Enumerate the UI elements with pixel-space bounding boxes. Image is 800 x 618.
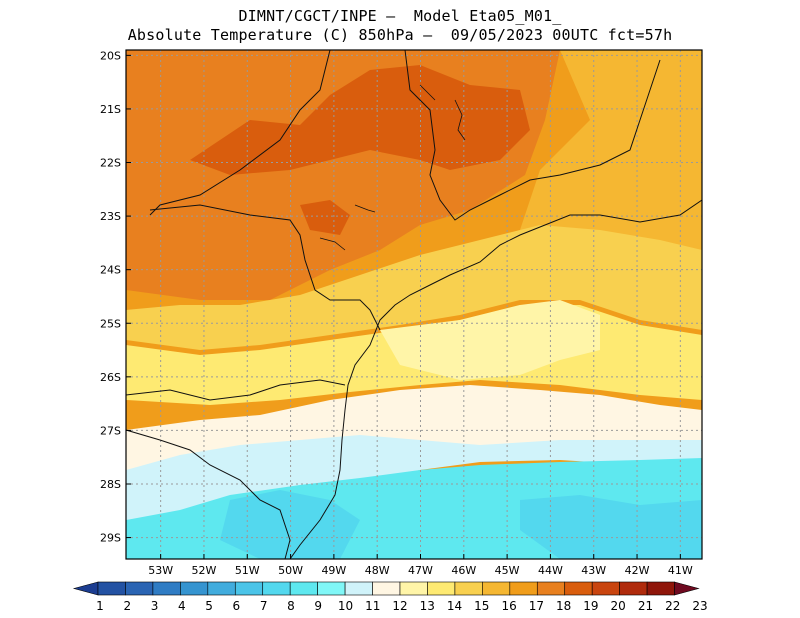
colorbar-label: 2	[123, 599, 131, 613]
colorbar-swatch	[619, 581, 648, 596]
lon-label: 47W	[408, 564, 433, 577]
colorbar-swatch	[591, 581, 620, 596]
colorbar-label: 23	[692, 599, 707, 613]
lon-label: 43W	[581, 564, 606, 577]
map-title-line-2: Absolute Temperature (C) 850hPa – 09/05/…	[127, 26, 673, 44]
reservoir-icon	[419, 84, 436, 101]
state-border-mg	[404, 50, 661, 221]
colorbar	[72, 581, 700, 596]
band-18-19	[190, 65, 530, 175]
colorbar-label: 1	[96, 599, 104, 613]
band-8-9	[220, 490, 360, 559]
colorbar-swatch	[262, 581, 291, 596]
state-border-rs	[126, 429, 291, 559]
lat-label: 23S	[100, 210, 121, 223]
colorbar-swatch	[564, 581, 593, 596]
state-border-pr	[149, 204, 381, 331]
lat-label: 26S	[100, 371, 121, 384]
colorbar-labels: 1 2 3 4 5 6 7 8 9 10 11 12 13 14 15 16 17 18 19 20 21 22 23	[96, 599, 707, 613]
colorbar-swatch	[646, 581, 675, 596]
colorbar-label: 14	[447, 599, 462, 613]
colorbar-label: 3	[151, 599, 159, 613]
colorbar-swatch	[125, 581, 154, 596]
lon-label: 53W	[148, 564, 173, 577]
colorbar-swatch	[207, 581, 236, 596]
lat-label: 28S	[100, 478, 121, 491]
lat-label: 25S	[100, 317, 121, 330]
lon-label: 49W	[321, 564, 346, 577]
colorbar-label: 18	[556, 599, 571, 613]
colorbar-swatch	[152, 581, 181, 596]
colorbar-swatch	[536, 581, 566, 596]
band-10-11	[126, 435, 702, 530]
colorbar-swatch	[317, 581, 346, 596]
lon-label: 50W	[278, 564, 303, 577]
lon-label: 51W	[235, 564, 260, 577]
colorbar-label: 16	[501, 599, 516, 613]
lon-label: 44W	[538, 564, 563, 577]
boundaries	[126, 50, 702, 559]
colorbar-extend-low	[72, 581, 99, 596]
colorbar-label: 9	[314, 599, 322, 613]
lon-label: 52W	[192, 564, 217, 577]
colorbar-label: 10	[338, 599, 353, 613]
colorbar-swatch	[234, 581, 264, 596]
colorbar-swatch	[372, 581, 401, 596]
reservoir-icon	[454, 99, 466, 141]
band-18-19-patch	[300, 200, 350, 235]
colorbar-label: 4	[178, 599, 186, 613]
colorbar-label: 20	[611, 599, 626, 613]
colorbar-swatch	[427, 581, 456, 596]
colorbar-label: 19	[583, 599, 598, 613]
colorbar-extend-high	[674, 581, 700, 596]
state-border-sc	[126, 379, 346, 401]
coastline	[289, 199, 702, 559]
longitude-labels: 53W 52W 51W 50W 49W 48W 47W 46W 45W 44W 43W 42W 41W	[148, 554, 693, 577]
reservoirs	[319, 84, 466, 251]
lat-label: 22S	[100, 157, 121, 170]
lon-label: 45W	[495, 564, 520, 577]
colorbar-label: 11	[365, 599, 380, 613]
reservoir-icon	[354, 204, 376, 213]
colorbar-label: 15	[474, 599, 489, 613]
temperature-field	[126, 50, 702, 559]
colorbar-swatch	[344, 581, 373, 596]
colorbar-label: 17	[529, 599, 544, 613]
band-14-15	[126, 225, 702, 350]
lon-label: 41W	[668, 564, 693, 577]
lon-label: 46W	[451, 564, 476, 577]
lat-label: 27S	[100, 424, 121, 437]
lat-label: 24S	[100, 264, 121, 277]
lat-label: 20S	[100, 49, 121, 62]
map-title-line-1: DIMNT/CGCT/INPE – Model Eta05_M01_	[238, 7, 562, 25]
colorbar-label: 21	[638, 599, 653, 613]
map-frame	[125, 49, 703, 560]
colorbar-label: 8	[287, 599, 295, 613]
colorbar-label: 12	[392, 599, 407, 613]
colorbar-label: 13	[420, 599, 435, 613]
colorbar-swatch	[509, 581, 538, 596]
colorbar-swatch	[454, 581, 483, 596]
lat-label: 21S	[100, 103, 121, 116]
state-border-ms-sp	[149, 50, 331, 216]
band-12-13	[380, 300, 600, 380]
reservoir-icon	[319, 237, 346, 251]
colorbar-swatch	[482, 581, 511, 596]
lat-label: 29S	[100, 532, 121, 545]
colorbar-label: 5	[205, 599, 213, 613]
colorbar-label: 7	[260, 599, 268, 613]
lon-label: 42W	[625, 564, 650, 577]
colorbar-swatch	[399, 581, 428, 596]
colorbar-label: 22	[665, 599, 680, 613]
colorbar-swatch	[289, 581, 318, 596]
colorbar-label: 6	[233, 599, 241, 613]
lon-label: 48W	[365, 564, 390, 577]
latitude-labels: 20S 21S 22S 23S 24S 25S 26S 27S 28S 29S	[100, 49, 131, 545]
colorbar-swatch	[97, 581, 126, 596]
colorbar-swatch	[180, 581, 209, 596]
band-8-9-east	[520, 495, 702, 559]
